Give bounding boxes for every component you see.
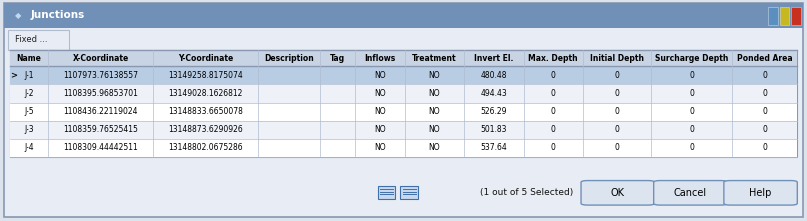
FancyBboxPatch shape (791, 7, 801, 25)
Text: 0: 0 (550, 89, 555, 98)
Text: NO: NO (429, 125, 441, 134)
FancyBboxPatch shape (10, 50, 797, 66)
Text: 0: 0 (762, 107, 767, 116)
Text: 13149028.1626812: 13149028.1626812 (169, 89, 243, 98)
Text: Initial Depth: Initial Depth (590, 54, 644, 63)
Text: NO: NO (374, 107, 386, 116)
FancyBboxPatch shape (10, 50, 797, 157)
Text: NO: NO (429, 107, 441, 116)
Text: Help: Help (750, 188, 771, 198)
Text: 0: 0 (550, 143, 555, 152)
Text: Invert El.: Invert El. (475, 54, 513, 63)
Text: NO: NO (374, 71, 386, 80)
Text: Ponded Area: Ponded Area (737, 54, 792, 63)
Text: Inflows: Inflows (364, 54, 395, 63)
FancyBboxPatch shape (8, 30, 69, 50)
Text: Surcharge Depth: Surcharge Depth (654, 54, 728, 63)
Text: 13148802.0675286: 13148802.0675286 (168, 143, 243, 152)
Text: J-1: J-1 (24, 71, 34, 80)
FancyBboxPatch shape (10, 84, 797, 103)
Text: Fixed ...: Fixed ... (15, 35, 47, 44)
Text: Treatment: Treatment (412, 54, 457, 63)
Text: NO: NO (429, 143, 441, 152)
Text: 13148833.6650078: 13148833.6650078 (168, 107, 243, 116)
FancyBboxPatch shape (4, 3, 803, 217)
Text: (1 out of 5 Selected): (1 out of 5 Selected) (480, 188, 574, 197)
Text: 1108359.76525415: 1108359.76525415 (63, 125, 138, 134)
FancyBboxPatch shape (4, 3, 803, 28)
Text: OK: OK (611, 188, 625, 198)
Text: 1107973.76138557: 1107973.76138557 (63, 71, 138, 80)
Text: Junctions: Junctions (31, 10, 85, 20)
Text: 0: 0 (550, 71, 555, 80)
FancyBboxPatch shape (378, 186, 395, 199)
Text: Max. Depth: Max. Depth (529, 54, 578, 63)
Text: >: > (10, 71, 18, 80)
FancyBboxPatch shape (724, 181, 797, 205)
Text: 494.43: 494.43 (480, 89, 508, 98)
FancyBboxPatch shape (10, 66, 797, 84)
Text: 1108436.22119024: 1108436.22119024 (63, 107, 138, 116)
FancyBboxPatch shape (581, 181, 654, 205)
Text: 537.64: 537.64 (480, 143, 508, 152)
Text: Name: Name (16, 54, 41, 63)
FancyBboxPatch shape (10, 139, 797, 157)
Text: 13148873.6290926: 13148873.6290926 (168, 125, 243, 134)
Text: 0: 0 (615, 89, 620, 98)
Text: NO: NO (374, 89, 386, 98)
Text: 0: 0 (762, 89, 767, 98)
Text: X-Coordinate: X-Coordinate (73, 54, 128, 63)
Text: 0: 0 (615, 71, 620, 80)
Text: Y-Coordinate: Y-Coordinate (178, 54, 233, 63)
Text: NO: NO (374, 143, 386, 152)
Text: NO: NO (429, 89, 441, 98)
Text: J-5: J-5 (24, 107, 34, 116)
FancyBboxPatch shape (10, 103, 797, 121)
Text: 0: 0 (762, 71, 767, 80)
FancyBboxPatch shape (400, 186, 418, 199)
Text: J-4: J-4 (24, 143, 34, 152)
Text: 480.48: 480.48 (481, 71, 507, 80)
FancyBboxPatch shape (10, 121, 797, 139)
Text: 0: 0 (689, 71, 694, 80)
FancyBboxPatch shape (768, 7, 778, 25)
Text: 0: 0 (689, 107, 694, 116)
Text: 0: 0 (689, 143, 694, 152)
Text: NO: NO (374, 125, 386, 134)
FancyBboxPatch shape (654, 181, 727, 205)
Text: 0: 0 (762, 143, 767, 152)
Text: J-2: J-2 (24, 89, 34, 98)
Text: 526.29: 526.29 (481, 107, 507, 116)
Text: 0: 0 (550, 107, 555, 116)
Text: 501.83: 501.83 (481, 125, 507, 134)
Text: 13149258.8175074: 13149258.8175074 (168, 71, 243, 80)
Text: ◆: ◆ (15, 11, 21, 19)
Text: Tag: Tag (330, 54, 345, 63)
Text: 0: 0 (689, 89, 694, 98)
Text: 0: 0 (615, 107, 620, 116)
Text: 1108395.96853701: 1108395.96853701 (63, 89, 138, 98)
Text: 0: 0 (689, 125, 694, 134)
Text: 1108309.44442511: 1108309.44442511 (63, 143, 138, 152)
Text: Cancel: Cancel (674, 188, 707, 198)
Text: 0: 0 (615, 143, 620, 152)
Text: J-3: J-3 (24, 125, 34, 134)
Text: 0: 0 (762, 125, 767, 134)
Text: 0: 0 (550, 125, 555, 134)
FancyBboxPatch shape (780, 7, 789, 25)
Text: Description: Description (264, 54, 314, 63)
Text: 0: 0 (615, 125, 620, 134)
Text: NO: NO (429, 71, 441, 80)
